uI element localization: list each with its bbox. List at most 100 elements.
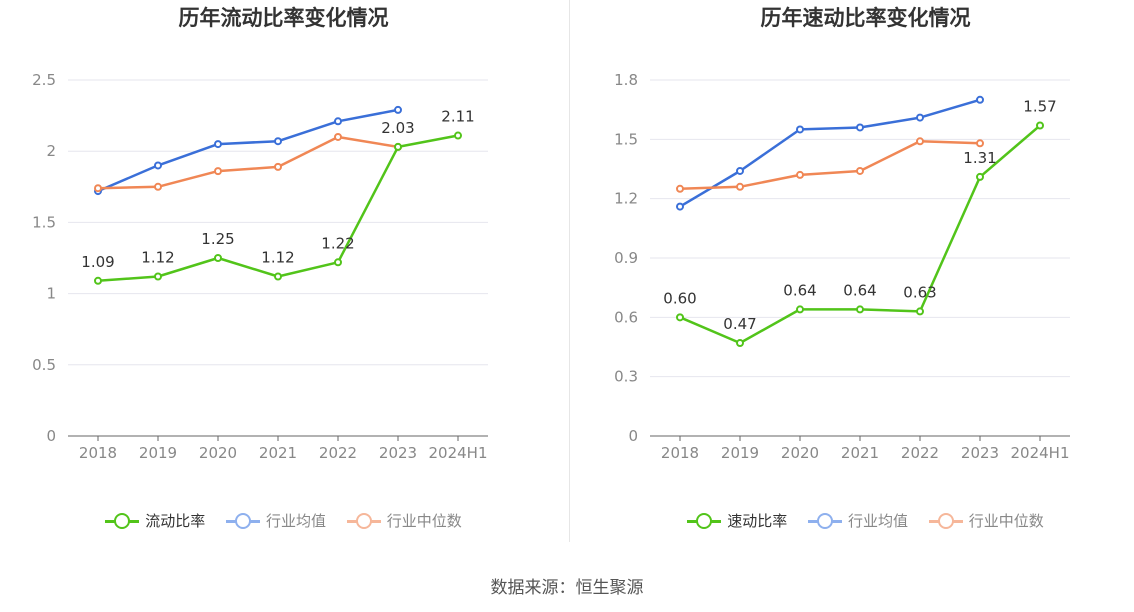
data-point (976, 95, 984, 104)
legend-line-symbol (928, 512, 963, 529)
data-label: 2.03 (381, 119, 414, 137)
x-tick-label: 2021 (259, 444, 297, 462)
current-ratio-plot: 0 0.5 1 1.5 2 2.5 2018 2019 2020 2021 2022 2023 2024… (32, 71, 488, 462)
data-point (676, 313, 684, 322)
x-tick-label: 2023 (379, 444, 417, 462)
x-tick-label: 2022 (319, 444, 357, 462)
data-point (274, 162, 282, 171)
data-point (94, 276, 102, 285)
legend-line-symbol (687, 512, 722, 529)
x-tick-label: 2020 (781, 444, 819, 462)
data-point (976, 172, 984, 181)
data-label: 2.11 (441, 108, 474, 126)
x-tick-label: 2018 (661, 444, 699, 462)
data-label: 0.64 (783, 281, 816, 299)
data-label: 1.12 (261, 249, 294, 267)
legend-item-quick-ratio[interactable]: 速动比率 (687, 510, 787, 531)
y-tick-label: 0.3 (614, 368, 638, 386)
y-tick-label: 1.5 (32, 213, 56, 231)
data-point (916, 137, 924, 146)
data-point (334, 117, 342, 126)
data-point (154, 272, 162, 281)
legend-line-symbol (225, 512, 260, 529)
y-tick-label: 1.5 (614, 130, 638, 148)
data-label: 1.12 (141, 249, 174, 267)
legend-label: 行业中位数 (968, 512, 1044, 530)
chart-title: 历年流动比率变化情况 (178, 6, 389, 30)
data-point (334, 132, 342, 141)
y-tick-label: 0.9 (614, 249, 638, 267)
chart-legend: 流动比率 行业均值 行业中位数 (0, 510, 567, 532)
data-label: 1.57 (1023, 97, 1056, 115)
data-point (1036, 121, 1044, 130)
x-tick-label: 2019 (139, 444, 177, 462)
data-point (214, 140, 222, 149)
x-tick-label: 2020 (199, 444, 237, 462)
current-ratio-chart: 历年流动比率变化情况 0 0.5 1 1.5 2 2.5 2018 2019 2020 2021 2… (0, 0, 567, 560)
data-point (916, 307, 924, 316)
data-point (736, 339, 744, 348)
chart-title: 历年速动比率变化情况 (760, 6, 971, 30)
series-line (679, 98, 981, 208)
data-point (94, 184, 102, 193)
series-line (97, 108, 399, 193)
data-label: 0.64 (843, 281, 876, 299)
data-point (214, 254, 222, 262)
legend-label: 行业均值 (847, 512, 908, 530)
data-point (796, 125, 804, 134)
data-point (394, 105, 402, 114)
data-source-note: 数据来源：恒生聚源 (490, 578, 644, 598)
legend-item-industry-average[interactable]: 行业均值 (225, 510, 326, 531)
legend-item-industry-median[interactable]: 行业中位数 (928, 510, 1044, 531)
x-tick-label: 2024H1 (1011, 444, 1070, 462)
data-label: 0.60 (663, 289, 696, 307)
x-tick-label: 2021 (841, 444, 879, 462)
y-tick-label: 0 (46, 427, 56, 445)
data-point (676, 202, 684, 211)
data-point (856, 123, 864, 132)
data-point (736, 166, 744, 175)
data-point (454, 131, 462, 140)
data-point (154, 182, 162, 191)
data-label: 1.22 (321, 234, 354, 252)
legend-item-current-ratio[interactable]: 流动比率 (105, 510, 205, 531)
data-point (856, 166, 864, 175)
data-point (334, 258, 342, 267)
chart-legend: 速动比率 行业均值 行业中位数 (582, 510, 1134, 532)
data-label: 1.31 (963, 149, 996, 167)
y-tick-label: 1.8 (614, 71, 638, 89)
legend-label: 行业均值 (265, 512, 326, 530)
legend-item-industry-average[interactable]: 行业均值 (807, 510, 908, 531)
series-line (97, 135, 399, 190)
data-point (394, 142, 402, 151)
x-tick-label: 2022 (901, 444, 939, 462)
data-label: 1.09 (81, 253, 114, 271)
data-point (154, 161, 162, 170)
x-tick-label: 2023 (961, 444, 999, 462)
data-point (796, 305, 804, 314)
y-tick-label: 2.5 (32, 71, 56, 89)
y-tick-label: 0.6 (614, 308, 638, 326)
x-tick-label: 2024H1 (429, 444, 488, 462)
x-tick-label: 2018 (79, 444, 117, 462)
x-tick-label: 2019 (721, 444, 759, 462)
legend-label: 速动比率 (727, 512, 788, 530)
y-tick-label: 1.2 (614, 190, 638, 208)
y-tick-label: 0.5 (32, 356, 56, 374)
data-point (676, 184, 684, 193)
data-label: 1.25 (201, 230, 234, 248)
y-tick-label: 2 (46, 142, 56, 160)
legend-item-industry-median[interactable]: 行业中位数 (346, 510, 462, 531)
y-tick-label: 1 (46, 285, 56, 303)
legend-label: 行业中位数 (386, 512, 462, 530)
legend-line-symbol (807, 512, 842, 529)
quick-ratio-plot: 0 0.3 0.6 0.9 1.2 1.5 1.8 2018 2019 2020 2021 2022 2… (614, 71, 1070, 462)
quick-ratio-chart: 历年速动比率变化情况 0 0.3 0.6 0.9 1.2 1.5 1.8 2018 2019 20… (582, 0, 1134, 560)
y-tick-label: 0 (628, 427, 638, 445)
legend-label: 流动比率 (145, 512, 206, 530)
data-point (736, 182, 744, 191)
series-line (679, 140, 981, 191)
data-point (274, 137, 282, 146)
legend-line-symbol (346, 512, 381, 529)
data-point (856, 305, 864, 314)
